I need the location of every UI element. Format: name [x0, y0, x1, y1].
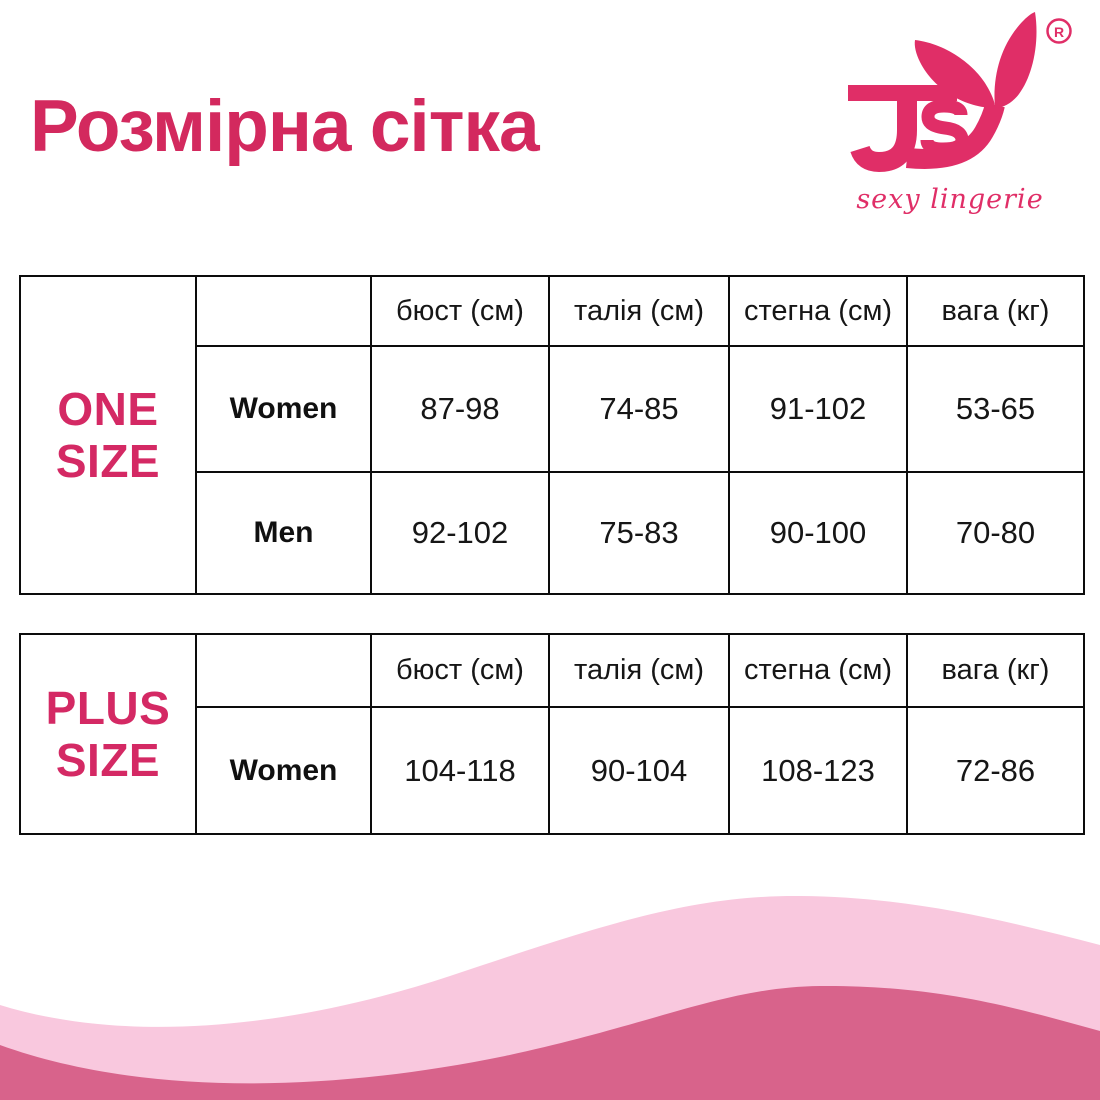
column-header-hips: стегна (см)	[728, 633, 908, 708]
table-data-cell: 92-102	[370, 471, 550, 595]
table-data-cell: 87-98	[370, 345, 550, 473]
corner-cell	[195, 275, 372, 347]
table-data-cell: 75-83	[548, 471, 730, 595]
table-data-cell: 91-102	[728, 345, 908, 473]
brand-tagline: sexy lingerie	[856, 184, 1043, 215]
size-label-line: PLUS	[45, 682, 171, 734]
page-title: Розмірна сітка	[30, 86, 540, 167]
leaf-left-icon	[914, 40, 995, 108]
table-data-cell: 53-65	[906, 345, 1085, 473]
table-data-cell: 70-80	[906, 471, 1085, 595]
header-row: PLUS SIZE бюст (см) талія (см) стегна (с…	[19, 633, 1085, 835]
logo-letter-y-stem	[905, 102, 1005, 169]
column-header-weight: вага (кг)	[906, 275, 1085, 347]
size-label-line: SIZE	[55, 734, 161, 786]
row-label-cell: Women	[195, 706, 372, 835]
size-label-line: SIZE	[55, 435, 161, 487]
row-label-cell: Men	[195, 471, 372, 595]
bottom-waves	[0, 895, 1100, 1100]
corner-cell	[195, 633, 372, 708]
header-row: ONE SIZE бюст (см) талія (см) стегна (см…	[19, 275, 1085, 595]
table-data-cell: 104-118	[370, 706, 550, 835]
size-label-cell: PLUS SIZE	[19, 633, 197, 835]
column-header-waist: талія (см)	[548, 633, 730, 708]
table-row-women: Women 104-118 90-104 108-123 72-86	[20, 706, 1085, 835]
size-label-cell: ONE SIZE	[19, 275, 197, 595]
column-header-bust: бюст (см)	[370, 275, 550, 347]
jsy-logo-icon: R sexy lingerie	[848, 12, 1072, 215]
registered-trademark-icon: R	[1046, 18, 1072, 44]
svg-text:R: R	[1054, 24, 1064, 40]
logo-letter-s	[920, 99, 969, 156]
size-label-line: ONE	[57, 383, 159, 435]
column-header-waist: талія (см)	[548, 275, 730, 347]
column-header-bust: бюст (см)	[370, 633, 550, 708]
table-data-cell: 90-100	[728, 471, 908, 595]
plus-size-table: PLUS SIZE бюст (см) талія (см) стегна (с…	[19, 633, 1085, 835]
one-size-table: ONE SIZE бюст (см) талія (см) стегна (см…	[19, 275, 1085, 595]
brand-logo: R sexy lingerie	[826, 12, 1086, 232]
table-data-cell: 74-85	[548, 345, 730, 473]
row-label-cell: Women	[195, 345, 372, 473]
leaf-right-icon	[994, 12, 1037, 108]
column-header-hips: стегна (см)	[728, 275, 908, 347]
logo-letter-j	[848, 85, 957, 173]
column-header-weight: вага (кг)	[906, 633, 1085, 708]
table-data-cell: 72-86	[906, 706, 1085, 835]
table-data-cell: 90-104	[548, 706, 730, 835]
wave-dark-shape	[0, 985, 1100, 1100]
table-row-women: Women 87-98 74-85 91-102 53-65	[20, 345, 1085, 473]
table-data-cell: 108-123	[728, 706, 908, 835]
table-row-men: Men 92-102 75-83 90-100 70-80	[20, 471, 1085, 595]
